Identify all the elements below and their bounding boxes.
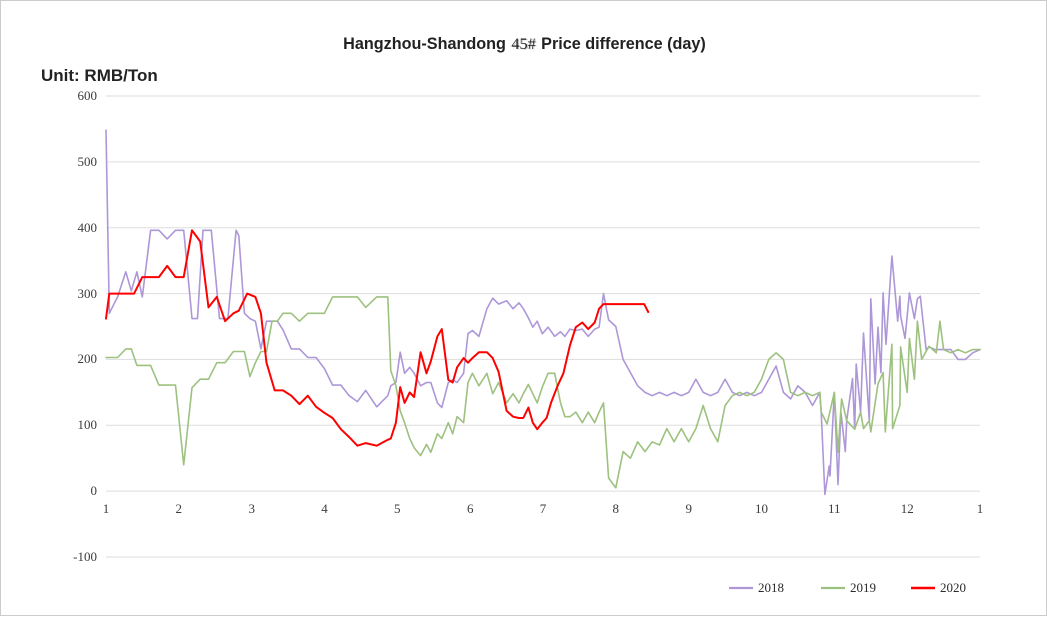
svg-text:1: 1 <box>977 501 984 516</box>
svg-text:12: 12 <box>901 501 914 516</box>
svg-text:10: 10 <box>755 501 768 516</box>
svg-text:600: 600 <box>78 88 98 103</box>
svg-text:500: 500 <box>78 154 98 169</box>
svg-text:100: 100 <box>78 417 98 432</box>
svg-text:4: 4 <box>321 501 328 516</box>
svg-text:400: 400 <box>78 220 98 235</box>
svg-text:1: 1 <box>103 501 110 516</box>
svg-text:7: 7 <box>540 501 547 516</box>
svg-text:2: 2 <box>176 501 183 516</box>
svg-text:-100: -100 <box>73 549 97 564</box>
svg-text:2020: 2020 <box>940 580 966 595</box>
svg-text:2019: 2019 <box>850 580 876 595</box>
svg-text:8: 8 <box>613 501 620 516</box>
svg-text:6: 6 <box>467 501 474 516</box>
svg-text:300: 300 <box>78 286 98 301</box>
svg-text:5: 5 <box>394 501 401 516</box>
svg-text:0: 0 <box>91 483 98 498</box>
svg-text:200: 200 <box>78 351 98 366</box>
svg-text:11: 11 <box>828 501 841 516</box>
svg-text:3: 3 <box>248 501 255 516</box>
svg-text:9: 9 <box>685 501 692 516</box>
svg-text:2018: 2018 <box>758 580 784 595</box>
